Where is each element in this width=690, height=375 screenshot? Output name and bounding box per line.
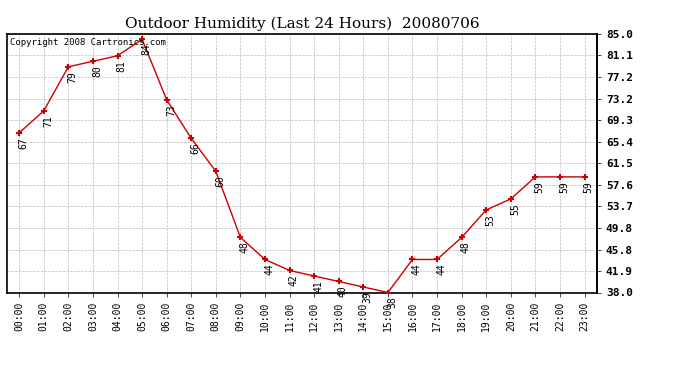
Text: 73: 73 (166, 104, 176, 116)
Text: 59: 59 (584, 181, 593, 193)
Text: 48: 48 (461, 242, 471, 254)
Text: 38: 38 (387, 297, 397, 308)
Text: 59: 59 (535, 181, 544, 193)
Text: 84: 84 (141, 44, 151, 55)
Text: 39: 39 (362, 291, 373, 303)
Text: 53: 53 (485, 214, 495, 226)
Text: 41: 41 (313, 280, 324, 292)
Text: 44: 44 (412, 264, 422, 275)
Text: 66: 66 (190, 142, 200, 154)
Title: Outdoor Humidity (Last 24 Hours)  20080706: Outdoor Humidity (Last 24 Hours) 2008070… (125, 17, 479, 31)
Text: Copyright 2008 Cartronics.com: Copyright 2008 Cartronics.com (10, 38, 166, 46)
Text: 71: 71 (43, 115, 53, 127)
Text: 60: 60 (215, 176, 225, 187)
Text: 40: 40 (338, 286, 348, 297)
Text: 80: 80 (92, 66, 102, 77)
Text: 55: 55 (510, 203, 520, 215)
Text: 59: 59 (559, 181, 569, 193)
Text: 44: 44 (264, 264, 274, 275)
Text: 48: 48 (239, 242, 250, 254)
Text: 79: 79 (68, 71, 77, 83)
Text: 42: 42 (288, 274, 299, 286)
Text: 44: 44 (436, 264, 446, 275)
Text: 81: 81 (117, 60, 127, 72)
Text: 67: 67 (19, 137, 28, 149)
